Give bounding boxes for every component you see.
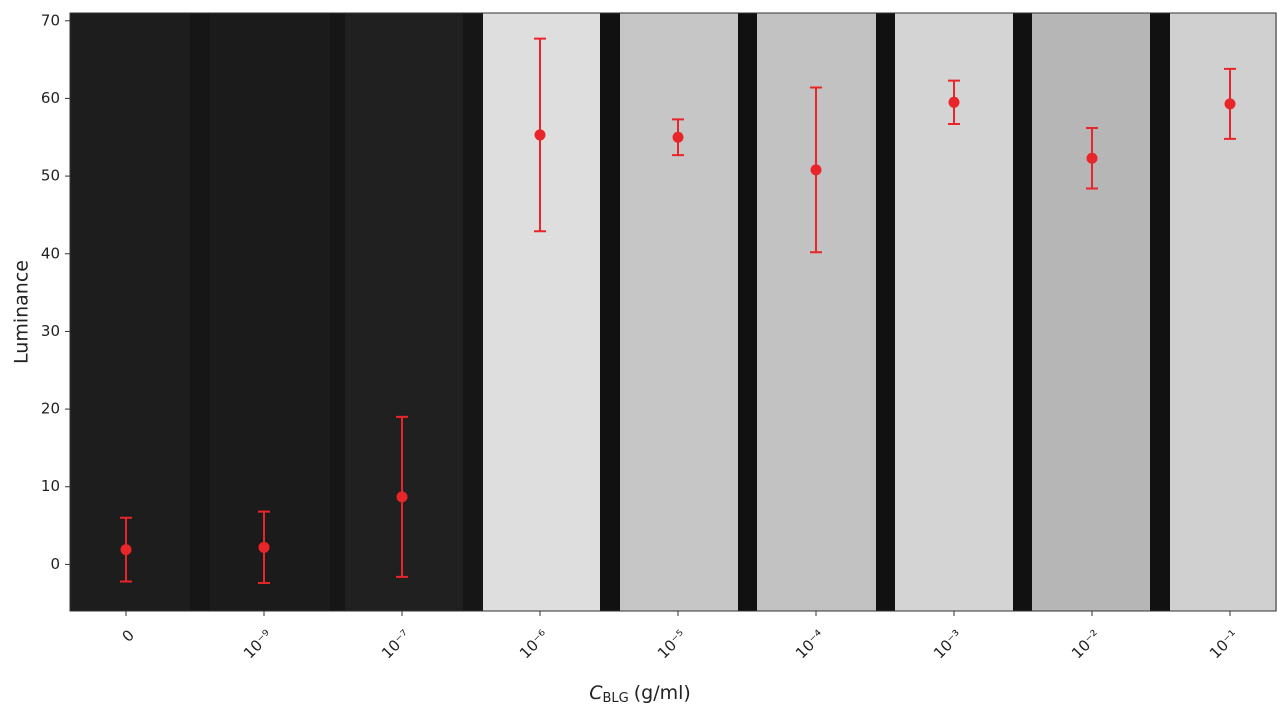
x-tick-label: 10⁻¹ — [1206, 626, 1242, 662]
data-point — [948, 96, 960, 108]
x-tick-label: 10⁻³ — [930, 626, 966, 662]
data-point — [258, 541, 270, 553]
y-tick-label: 60 — [41, 89, 60, 107]
y-tick-label: 40 — [41, 244, 60, 262]
data-point — [672, 131, 684, 143]
x-label-subscript: BLG — [602, 691, 628, 706]
x-tick-label: 10⁻⁶ — [516, 626, 552, 662]
x-tick-label: 10⁻⁴ — [792, 626, 828, 662]
x-tick-label: 10⁻² — [1068, 626, 1104, 662]
data-point — [396, 491, 408, 503]
y-axis-label: Luminance — [11, 260, 33, 364]
x-tick-label: 0 — [119, 626, 138, 645]
y-tick-label: 30 — [41, 322, 60, 340]
y-tick-label: 20 — [41, 400, 60, 418]
x-tick-label: 10⁻⁵ — [654, 626, 690, 662]
y-tick-label: 10 — [41, 477, 60, 495]
x-tick-label: 10⁻⁷ — [378, 626, 414, 662]
data-point — [120, 544, 132, 556]
x-tick-label: 10⁻⁹ — [240, 626, 276, 662]
x-axis-label: CBLG (g/ml) — [589, 682, 691, 706]
y-tick-label: 0 — [50, 555, 60, 573]
data-point — [1086, 152, 1098, 164]
y-tick-label: 70 — [41, 11, 60, 29]
data-point — [810, 164, 822, 176]
data-point — [1224, 98, 1236, 110]
y-tick-label: 50 — [41, 167, 60, 185]
data-point — [534, 129, 546, 141]
x-label-symbol: C — [589, 682, 603, 704]
image-panels — [69, 12, 1277, 612]
x-label-unit: (g/ml) — [634, 682, 691, 704]
